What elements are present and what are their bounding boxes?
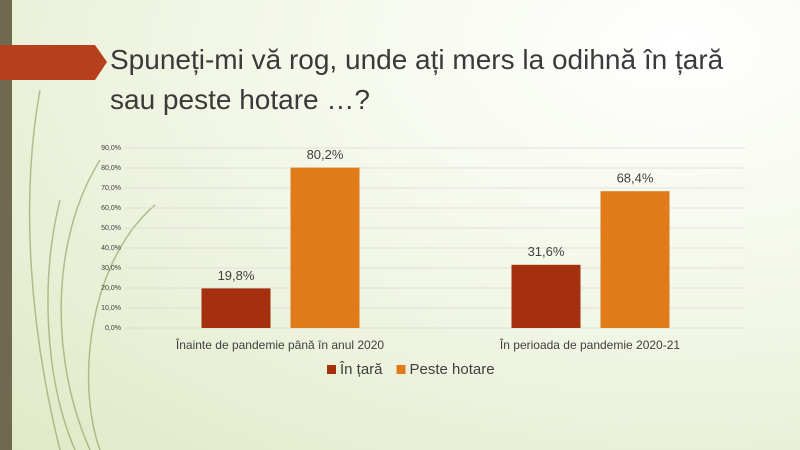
y-tick-label: 50,0% [101, 225, 121, 232]
bar [290, 167, 360, 328]
y-tick-label: 20,0% [101, 285, 121, 292]
y-tick-label: 90,0% [101, 145, 121, 152]
value-label: 19,8% [218, 268, 255, 283]
y-tick-label: 60,0% [101, 205, 121, 212]
y-tick-label: 10,0% [101, 305, 121, 312]
value-label: 68,4% [617, 171, 654, 186]
y-tick-label: 30,0% [101, 265, 121, 272]
bar [600, 191, 670, 328]
bar [511, 264, 581, 328]
title-arrow [0, 45, 107, 80]
y-tick-label: 70,0% [101, 185, 121, 192]
slide-title: Spuneți-mi vă rog, unde ați mers la odih… [110, 44, 724, 115]
y-tick-label: 40,0% [101, 245, 121, 252]
side-bar [0, 0, 12, 450]
x-tick-label: Înainte de pandemie până în anul 2020 [175, 337, 384, 352]
legend-swatch [396, 365, 406, 374]
value-label: 80,2% [307, 147, 344, 162]
x-tick-label: În perioada de pandemie 2020-21 [499, 337, 680, 352]
bar [201, 288, 271, 328]
y-tick-label: 80,0% [101, 165, 121, 172]
value-label: 31,6% [528, 244, 565, 259]
legend-label: Peste hotare [410, 361, 495, 378]
legend-label: În țară [339, 361, 383, 378]
y-tick-label: 0,0% [105, 325, 121, 332]
decoration [28, 89, 156, 450]
legend-swatch [327, 365, 336, 374]
